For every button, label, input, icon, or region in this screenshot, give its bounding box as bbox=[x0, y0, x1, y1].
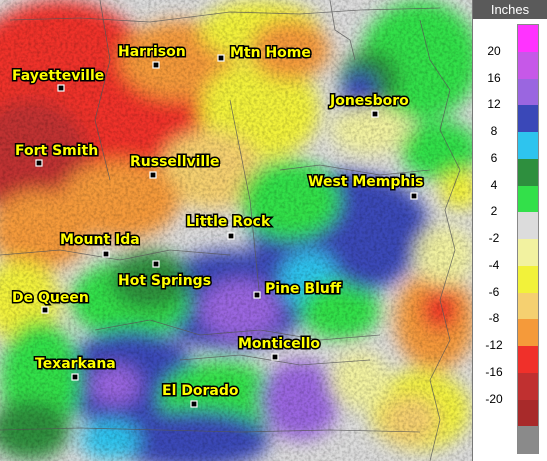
legend-tick-label: 2 bbox=[490, 204, 498, 219]
color-field bbox=[0, 0, 472, 461]
legend-tick-label: -20 bbox=[485, 391, 503, 406]
city-dot-de-queen bbox=[41, 306, 49, 314]
city-label-el-dorado: El Dorado bbox=[162, 383, 239, 399]
city-label-mtn-home: Mtn Home bbox=[230, 45, 311, 61]
legend-swatch bbox=[518, 426, 538, 454]
legend-swatch bbox=[518, 212, 538, 240]
city-dot-hot-springs bbox=[152, 260, 160, 268]
city-dot-west-memphis bbox=[410, 192, 418, 200]
legend-swatch bbox=[518, 372, 538, 400]
legend-swatch bbox=[518, 185, 538, 213]
city-labels: Fayetteville Harrison Mtn Home Jonesboro… bbox=[11, 43, 425, 401]
legend-title: Inches bbox=[473, 0, 547, 19]
city-label-fort-smith: Fort Smith bbox=[15, 143, 98, 159]
legend-tick-label: 20 bbox=[487, 43, 501, 58]
city-label-fayetteville: Fayetteville bbox=[12, 68, 104, 84]
legend-tick-label: -6 bbox=[488, 284, 500, 299]
legend-tick-label: 16 bbox=[487, 70, 501, 85]
legend-swatch bbox=[518, 239, 538, 267]
legend-swatch bbox=[518, 346, 538, 374]
legend-tick-label: 8 bbox=[490, 124, 498, 138]
city-dot-mount-ida bbox=[102, 250, 110, 258]
city-dot-russellville bbox=[149, 171, 157, 179]
legend-tick-label: 4 bbox=[490, 177, 498, 192]
legend-color-bar bbox=[517, 24, 539, 454]
legend-swatch bbox=[518, 265, 538, 293]
city-dot-little-rock bbox=[227, 232, 235, 240]
city-markers bbox=[35, 54, 418, 408]
legend-swatch bbox=[518, 25, 538, 53]
city-label-monticello: Monticello bbox=[238, 336, 320, 352]
legend-tick-label: -8 bbox=[488, 311, 500, 326]
city-dot-jonesboro bbox=[371, 110, 379, 118]
city-dot-texarkana bbox=[71, 373, 79, 381]
legend-swatch bbox=[518, 158, 538, 186]
legend-tick-label: 12 bbox=[487, 97, 501, 112]
city-dot-el-dorado bbox=[190, 400, 198, 408]
legend-swatch bbox=[518, 319, 538, 347]
city-label-little-rock: Little Rock bbox=[186, 214, 271, 230]
legend-tick-label: -4 bbox=[488, 257, 500, 272]
legend-tick-label: -12 bbox=[485, 338, 503, 352]
city-label-de-queen: De Queen bbox=[12, 290, 89, 306]
precipitation-anomaly-map: Fayetteville Harrison Mtn Home Jonesboro… bbox=[0, 0, 472, 461]
city-label-hot-springs: Hot Springs bbox=[118, 273, 211, 289]
city-dot-mtn-home bbox=[217, 54, 225, 62]
legend-tick-label: -2 bbox=[488, 231, 500, 245]
boundary-lines bbox=[0, 0, 461, 461]
legend-swatch bbox=[518, 105, 538, 133]
legend-swatch bbox=[518, 399, 538, 427]
legend-swatch bbox=[518, 51, 538, 79]
city-dot-fayetteville bbox=[57, 84, 65, 92]
legend-swatch bbox=[518, 78, 538, 106]
city-label-texarkana: Texarkana bbox=[35, 356, 116, 372]
legend-swatch bbox=[518, 292, 538, 320]
city-label-jonesboro: Jonesboro bbox=[329, 93, 409, 109]
city-label-mount-ida: Mount Ida bbox=[60, 232, 140, 248]
color-legend: Inches 20 16 12 8 6 4 2 -2 -4 -6 -8 -12 -16 -20 bbox=[472, 0, 547, 461]
legend-swatch bbox=[518, 132, 538, 160]
city-dot-monticello bbox=[271, 353, 279, 361]
city-dot-fort-smith bbox=[35, 159, 43, 167]
city-dot-harrison bbox=[152, 61, 160, 69]
city-label-pine-bluff: Pine Bluff bbox=[265, 281, 342, 297]
legend-tick-label: 6 bbox=[490, 150, 498, 165]
city-label-west-memphis: West Memphis bbox=[308, 174, 423, 190]
city-label-russellville: Russellville bbox=[130, 154, 220, 170]
city-dot-pine-bluff bbox=[253, 291, 261, 299]
legend-tick-label: -16 bbox=[485, 364, 503, 379]
city-label-harrison: Harrison bbox=[118, 44, 186, 60]
